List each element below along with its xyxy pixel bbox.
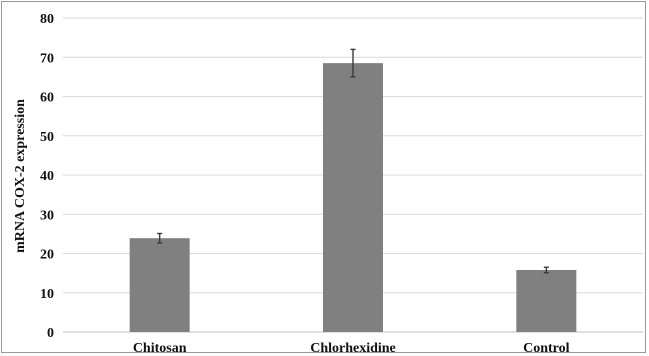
y-tick-label: 50 <box>40 130 54 145</box>
x-category-label: Control <box>523 341 570 356</box>
bar-chitosan <box>129 238 190 332</box>
x-category-label: Chlorhexidine <box>310 341 396 356</box>
y-axis-label: mRNA COX-2 expression <box>13 99 28 253</box>
y-tick-label: 0 <box>47 326 54 341</box>
bars <box>129 63 577 332</box>
y-tick-label: 80 <box>40 12 54 27</box>
y-tick-label: 30 <box>40 208 54 223</box>
x-category-label: Chitosan <box>133 341 187 356</box>
y-tick-label: 10 <box>40 287 54 302</box>
x-category-labels: Chitosan Chlorhexidine Control <box>133 341 570 356</box>
error-bar-control <box>543 266 549 274</box>
bar-control <box>516 269 577 332</box>
y-tick-label: 60 <box>40 91 54 106</box>
error-bars <box>157 48 549 274</box>
y-tick-labels: 0 10 20 30 40 50 60 70 80 <box>40 12 54 341</box>
error-bar-chitosan <box>157 232 163 244</box>
y-tick-label: 70 <box>40 51 54 66</box>
y-tick-label: 20 <box>40 248 54 263</box>
bar-chlorhexidine <box>323 63 383 332</box>
y-tick-label: 40 <box>40 169 54 184</box>
error-bar-chlorhexidine <box>350 48 356 78</box>
